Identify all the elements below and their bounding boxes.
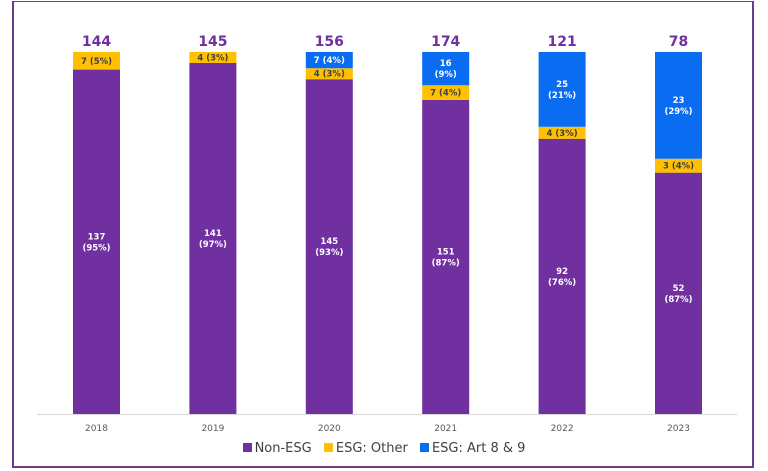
data-label-esg-other-2023: 3 (4%) — [663, 162, 694, 172]
data-label-non-esg-2018-line1: 137 — [88, 232, 106, 242]
bar-segment-esg-art-8-9-2020 — [305, 52, 353, 69]
bar-segment-esg-other-2022 — [538, 126, 586, 139]
bar-segment-esg-other-2018 — [73, 52, 120, 70]
bar-segment-non-esg-2020 — [305, 79, 353, 414]
bar-segment-esg-art-8-9-2022 — [538, 52, 586, 127]
total-labels: 144 145 156 174 121 78 — [82, 34, 688, 50]
legend-swatch-non-esg — [242, 443, 252, 452]
data-label-esg-art-8-9-2023-line2: (29%) — [664, 107, 692, 117]
legend-label-esg-other: ESG: Other — [335, 441, 408, 456]
bar-segment-non-esg-2021 — [422, 99, 470, 414]
x-tick-labels: 2018 2019 2020 2021 2022 2023 — [85, 424, 690, 434]
bar-segment-esg-other-2020 — [305, 68, 353, 80]
bar-segment-non-esg-2023 — [655, 172, 702, 414]
bar-segment-esg-art-8-9-2023 — [655, 52, 702, 159]
chart-frame — [12, 1, 754, 468]
data-label-esg-other-2018: 7 (5%) — [81, 57, 112, 67]
legend-item-esg-other: ESG: Other — [323, 441, 408, 456]
data-label-esg-art-8-9-2022-line1: 25 — [556, 80, 568, 90]
bar-segment-esg-other-2019 — [189, 52, 237, 63]
data-label-non-esg-2018-line2: (95%) — [82, 243, 110, 253]
total-label-2019: 145 — [198, 34, 227, 50]
bar-segment-esg-art-8-9-2021 — [422, 52, 470, 86]
data-label-esg-art-8-9-2023-line1: 23 — [673, 96, 685, 106]
data-label-non-esg-2019-line2: (97%) — [199, 240, 227, 250]
bars-group: 137(95%) 7 (5%) 141(97%) 4 (3%) 145(93%) 4 (3… — [73, 52, 702, 415]
data-label-esg-other-2019: 4 (3%) — [197, 54, 228, 64]
data-label-esg-art-8-9-2021-line1: 16 — [440, 59, 452, 69]
total-label-2023: 78 — [669, 34, 688, 50]
legend-swatch-esg-art-8-9 — [419, 443, 429, 452]
total-label-2022: 121 — [547, 34, 576, 50]
data-label-esg-art-8-9-2020: 7 (4%) — [314, 56, 345, 66]
data-label-non-esg-2020-line2: (93%) — [315, 248, 343, 258]
data-label-non-esg-2022-line2: (76%) — [548, 278, 576, 288]
x-tick-label-2022: 2022 — [551, 424, 574, 434]
total-label-2018: 144 — [82, 34, 111, 50]
data-label-non-esg-2021-line2: (87%) — [432, 258, 460, 268]
data-label-non-esg-2022-line1: 92 — [556, 267, 568, 277]
x-tick-label-2023: 2023 — [667, 424, 690, 434]
data-label-non-esg-2023-line1: 52 — [673, 284, 685, 294]
data-label-esg-art-8-9-2021-line2: (9%) — [435, 70, 457, 80]
legend-item-esg-art-8-9: ESG: Art 8 & 9 — [419, 441, 526, 456]
legend-swatch-esg-other — [323, 443, 333, 452]
x-tick-label-2019: 2019 — [201, 424, 224, 434]
total-label-2020: 156 — [315, 34, 344, 50]
bar-segment-non-esg-2018 — [73, 69, 120, 414]
legend-item-non-esg: Non-ESG — [242, 441, 312, 456]
legend-label-non-esg: Non-ESG — [254, 441, 312, 456]
bar-segment-non-esg-2022 — [538, 138, 586, 415]
data-label-esg-other-2021: 7 (4%) — [430, 89, 461, 99]
bar-segment-non-esg-2019 — [189, 63, 237, 414]
data-label-esg-other-2022: 4 (3%) — [547, 129, 578, 139]
x-tick-label-2018: 2018 — [85, 424, 108, 434]
data-label-non-esg-2023-line2: (87%) — [664, 295, 692, 305]
x-tick-label-2020: 2020 — [318, 424, 341, 434]
data-label-esg-other-2020: 4 (3%) — [314, 70, 345, 80]
bar-segment-esg-other-2023 — [655, 158, 702, 173]
data-label-non-esg-2021-line1: 151 — [437, 247, 455, 257]
legend: Non-ESG ESG: Other ESG: Art 8 & 9 — [0, 441, 768, 456]
total-label-2021: 174 — [431, 34, 460, 50]
data-label-non-esg-2019-line1: 141 — [204, 229, 222, 239]
x-tick-label-2021: 2021 — [434, 424, 457, 434]
bar-segment-esg-other-2021 — [422, 85, 470, 100]
data-label-esg-art-8-9-2022-line2: (21%) — [548, 91, 576, 101]
legend-label-esg-art-8-9: ESG: Art 8 & 9 — [431, 441, 526, 456]
data-label-non-esg-2020-line1: 145 — [320, 237, 338, 247]
